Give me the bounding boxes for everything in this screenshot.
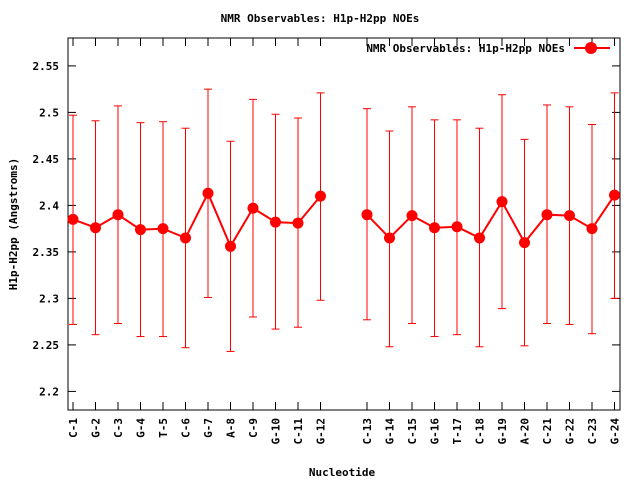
y-axis: 2.2 2.25 2.3 2.35 2.4 2.45 2.5 2.55 (33, 60, 620, 398)
x-tick-label: C-1 (67, 418, 80, 438)
data-point (247, 202, 259, 214)
data-point (361, 209, 373, 221)
data-point (135, 224, 146, 236)
data-point (157, 223, 169, 235)
legend-label: NMR Observables: H1p-H2pp NOEs (366, 42, 565, 55)
data-point (496, 196, 508, 208)
x-tick-label: C-6 (180, 418, 193, 438)
series-line-segment-2 (366, 194, 616, 245)
x-tick-label: C-23 (586, 418, 599, 445)
y-tick-label: 2.45 (33, 153, 60, 166)
x-tick-label: G-24 (609, 418, 622, 445)
y-tick-label: 2.25 (33, 339, 60, 352)
data-point (315, 190, 326, 202)
error-bars (69, 88, 619, 352)
plot-frame (67, 37, 621, 411)
x-tick-label: C-9 (247, 418, 260, 438)
series-lines (72, 190, 616, 249)
data-point (90, 222, 101, 234)
x-tick-label: G-16 (429, 418, 442, 445)
x-tick-label: T-5 (157, 418, 170, 438)
series-line-segment-1 (72, 190, 322, 249)
data-point (406, 210, 418, 222)
x-tick-label: G-22 (564, 418, 577, 445)
data-point (586, 223, 598, 235)
y-axis-label: H1p-H2pp (Angstroms) (7, 158, 20, 290)
data-point (202, 187, 214, 199)
legend: NMR Observables: H1p-H2pp NOEs (366, 42, 610, 55)
x-tick-label: G-14 (384, 418, 397, 445)
x-tick-label: G-7 (202, 418, 215, 438)
data-point (225, 240, 236, 252)
x-axis-label: Nucleotide (309, 466, 376, 479)
x-tick-label: G-10 (270, 418, 283, 445)
x-axis: C-1 G-2 C-3 G-4 T-5 C-6 G-7 A-8 C-9 G-10 C-11 G-12 C… (67, 38, 622, 445)
x-tick-label: A-20 (519, 418, 532, 445)
x-tick-label: C-15 (406, 418, 419, 445)
x-tick-label: G-19 (496, 418, 509, 445)
y-tick-label: 2.35 (33, 246, 60, 259)
data-point (384, 232, 395, 244)
x-tick-label: G-12 (315, 418, 328, 445)
data-point (292, 217, 304, 229)
data-point (609, 189, 620, 201)
data-point (180, 232, 191, 244)
x-tick-label: C-13 (361, 418, 374, 445)
legend-marker-sample (585, 42, 597, 54)
data-point (474, 232, 485, 244)
data-point (451, 221, 463, 233)
data-point (564, 210, 575, 222)
y-tick-label: 2.5 (39, 106, 59, 119)
x-tick-label: C-21 (541, 418, 554, 445)
series-points (67, 187, 620, 252)
data-point (429, 222, 440, 234)
y-tick-label: 2.4 (39, 199, 59, 212)
chart-title: NMR Observables: H1p-H2pp NOEs (221, 12, 420, 25)
data-point (112, 209, 124, 221)
x-tick-label: G-2 (90, 418, 103, 438)
x-tick-label: A-8 (225, 418, 238, 438)
x-tick-label: C-18 (474, 418, 487, 445)
x-tick-label: C-11 (292, 418, 305, 445)
x-tick-label: T-17 (451, 418, 464, 445)
y-tick-label: 2.3 (39, 292, 59, 305)
x-tick-label: C-3 (112, 418, 125, 438)
y-tick-label: 2.55 (33, 60, 60, 73)
data-point (67, 213, 79, 225)
data-point (519, 237, 530, 249)
data-point (541, 209, 553, 221)
data-point (270, 216, 281, 228)
x-tick-label: G-4 (135, 418, 148, 438)
y-tick-label: 2.2 (39, 385, 59, 398)
